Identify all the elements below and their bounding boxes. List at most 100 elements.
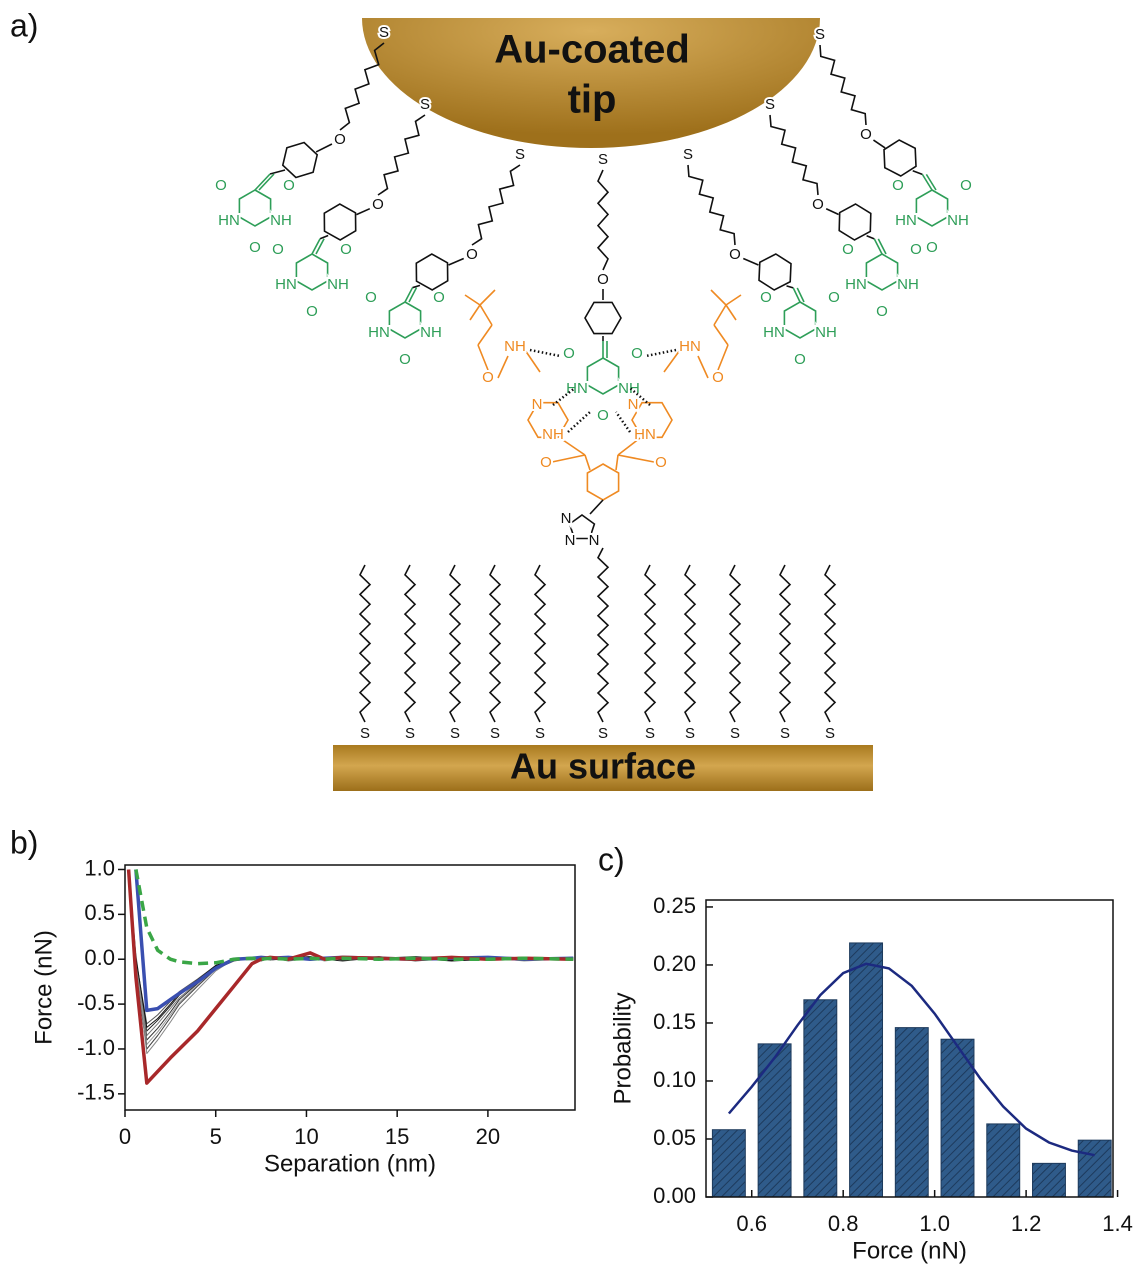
y-tick-label: 0.05 [653, 1125, 696, 1150]
x-tick-label: 1.0 [919, 1211, 950, 1236]
alkyl-chain [769, 114, 819, 196]
atom-label: N [561, 510, 572, 527]
atom-label: S [765, 96, 775, 113]
histogram-bar [986, 1123, 1021, 1198]
bond [315, 143, 333, 153]
bond [477, 324, 493, 346]
y-tick-label: -1.5 [77, 1080, 115, 1105]
atom-label: N [589, 532, 600, 549]
bond [269, 169, 286, 175]
atom-label: NH [420, 324, 442, 341]
bond [524, 349, 541, 373]
atom-label: S [515, 146, 525, 163]
atom-label: S [815, 26, 825, 43]
bond [448, 257, 465, 266]
bond [408, 287, 418, 303]
atom-label: S [685, 725, 695, 742]
alkyl-chain [687, 164, 736, 246]
atom-label: O [655, 454, 667, 471]
atom-label: N [565, 532, 576, 549]
pyridine-ring [631, 401, 673, 439]
atom-label: O [433, 289, 445, 306]
y-axis-title: Force (nN) [30, 930, 57, 1045]
atom-label: NH [270, 212, 292, 229]
alkyl-chain [448, 564, 462, 723]
x-axis-title: Force (nN) [852, 1237, 967, 1264]
alkyl-chain [778, 564, 792, 723]
bond [412, 284, 421, 289]
bond [617, 437, 641, 456]
force-curve [134, 869, 574, 966]
y-tick-label: 0.20 [653, 951, 696, 976]
alkyl-chain [643, 564, 657, 723]
atom-label: HN [763, 324, 785, 341]
atom-label: NH [815, 324, 837, 341]
alkyl-chain [488, 564, 502, 723]
alkyl-chain [339, 42, 385, 131]
atom-label: NH [947, 212, 969, 229]
plot-frame [124, 864, 576, 1111]
phenyl-ring [281, 141, 319, 179]
atom-label: O [597, 271, 609, 288]
bond [866, 235, 875, 240]
bond [615, 454, 619, 471]
x-tick-label: 10 [294, 1124, 318, 1149]
bond [319, 234, 329, 240]
histogram-bar [894, 1027, 929, 1198]
atom-label: N [532, 396, 543, 413]
bond [725, 304, 737, 321]
bond [464, 294, 481, 306]
x-tick-label: 0 [119, 1124, 131, 1149]
atom-label: S [450, 725, 460, 742]
barbiturate-ring [915, 189, 949, 227]
atom-label: O [828, 289, 840, 306]
atom-label: S [379, 24, 389, 41]
hydrogen-bond [567, 411, 591, 433]
y-tick-label: 0.25 [653, 893, 696, 918]
bond [912, 169, 923, 176]
y-tick-label: 0.10 [653, 1067, 696, 1092]
tip-label: tip [568, 78, 617, 122]
atom-label: O [729, 246, 741, 263]
phenyl-ring [323, 203, 357, 241]
bond [589, 499, 604, 515]
alkyl-chain [403, 564, 417, 723]
benzene-ring [586, 463, 620, 501]
bond [873, 139, 886, 149]
atom-label: O [712, 369, 724, 386]
hydrogen-bond [645, 348, 677, 358]
histogram-bar [1032, 1162, 1066, 1198]
histogram-bar [711, 1129, 746, 1198]
phenyl-ring [415, 253, 449, 291]
bond [786, 285, 794, 289]
atom-label: HN [368, 324, 390, 341]
barbiturate-ring [865, 253, 899, 291]
panel-label: c) [598, 841, 625, 877]
bond [697, 355, 709, 379]
atom-label: S [360, 725, 370, 742]
bond [311, 238, 321, 255]
surface-label: Au surface [510, 746, 696, 787]
atom-label: O [760, 289, 772, 306]
au-surface [333, 745, 873, 791]
alkyl-chain [377, 114, 426, 196]
y-tick-label: 0.0 [84, 945, 115, 970]
bond [725, 294, 742, 306]
bond [717, 344, 729, 371]
barbiturate-ring [388, 301, 422, 339]
atom-label: O [340, 241, 352, 258]
alkyl-chain [819, 44, 867, 126]
y-axis-title: Probability [609, 992, 636, 1104]
bond [617, 454, 655, 463]
histogram-bar [803, 999, 838, 1198]
atom-label: O [540, 454, 552, 471]
atom-label: O [892, 177, 904, 194]
atom-label: S [405, 725, 415, 742]
atom-label: O [334, 131, 346, 148]
bond [873, 238, 883, 255]
histogram-bar [940, 1038, 975, 1198]
bond [356, 207, 371, 216]
x-axis-title: Separation (nm) [264, 1150, 436, 1177]
force-curve [128, 869, 574, 1032]
